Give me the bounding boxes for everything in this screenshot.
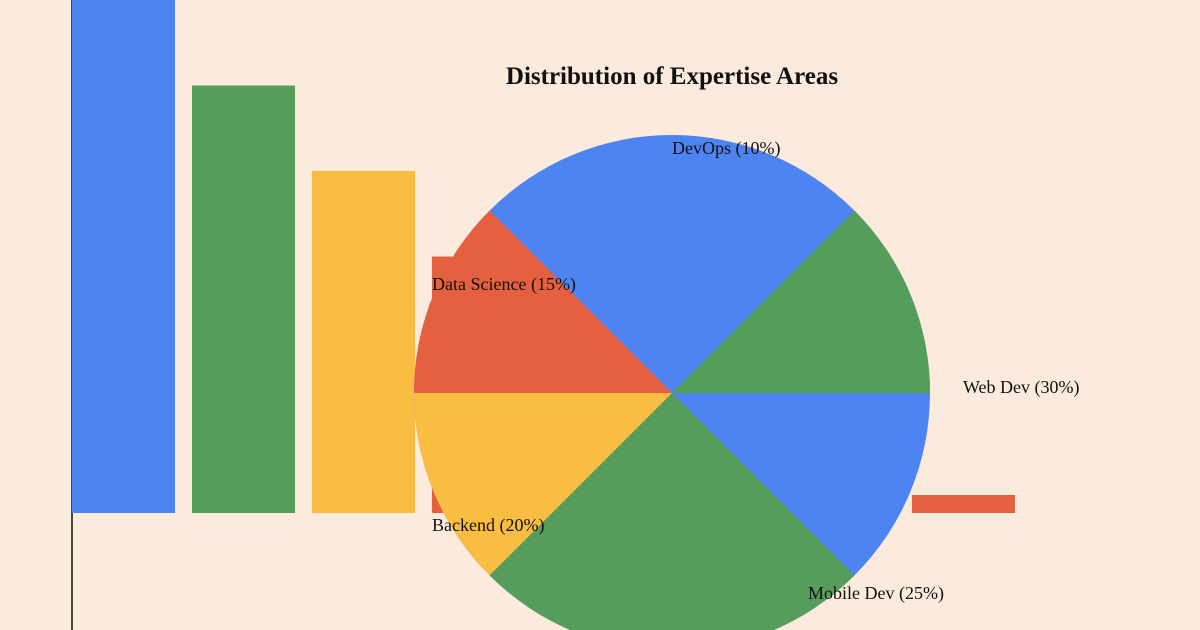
pie-slice-devops: [414, 210, 672, 393]
pie-chart: [414, 135, 930, 630]
pie-slice-data-science: [414, 393, 672, 576]
pie-slice-backend: [489, 393, 855, 630]
chart-title: Distribution of Expertise Areas: [506, 63, 838, 90]
pie-labels: Web Dev (30%) Mobile Dev (25%) Backend (20…: [432, 138, 1080, 604]
bar-devops-extension: [912, 495, 1015, 513]
pie-slice-web-dev: [672, 210, 930, 393]
bar-mobile-dev: [192, 85, 295, 513]
slice-label-devops: DevOps (10%): [672, 138, 780, 159]
slice-label-data-science: Data Science (15%): [432, 274, 576, 295]
slice-label-web-dev: Web Dev (30%): [963, 377, 1080, 398]
bar-backend: [312, 171, 415, 513]
bar-web-dev: [72, 0, 175, 513]
slice-label-backend: Backend (20%): [432, 515, 544, 536]
slice-label-mobile-dev: Mobile Dev (25%): [808, 583, 944, 604]
